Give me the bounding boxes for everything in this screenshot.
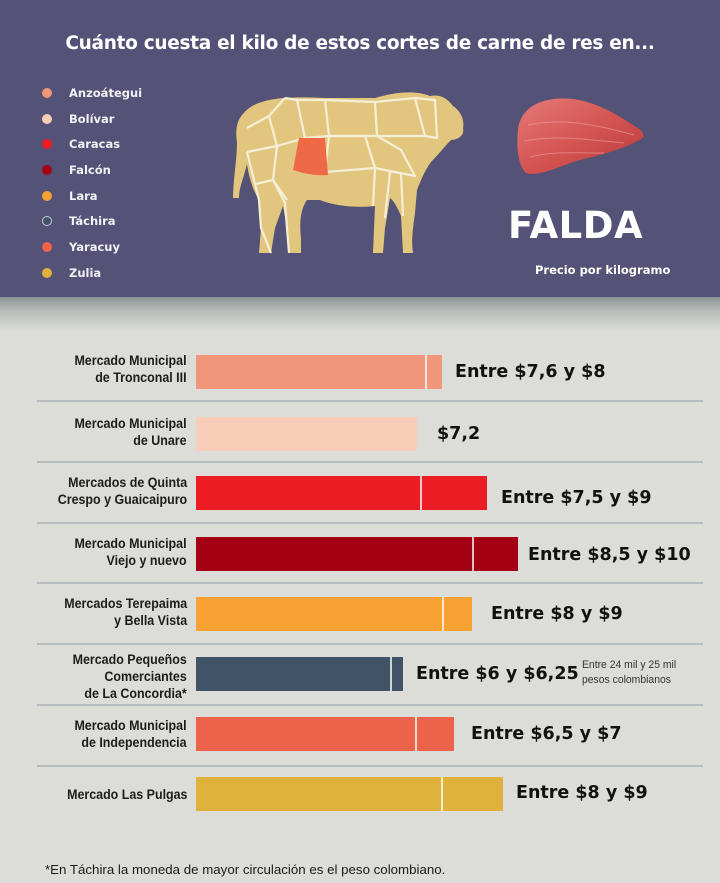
price-bar [196,657,403,691]
legend-item-zulia: Zulia [42,260,142,286]
legend-item-tachira: Táchira [42,208,142,234]
market-label: Mercado Municipal de Tronconal III [74,353,187,385]
row-divider [37,704,703,706]
legend-dot-icon [42,216,52,227]
price-value: Entre $6 y $6,25 [416,664,579,684]
meat-cut-image-icon [517,98,644,174]
legend-item-lara: Lara [42,183,142,209]
market-label: Mercado Las Pulgas [66,787,187,802]
bar-min-marker [390,657,392,691]
legend-dot-icon [42,190,52,201]
legend-label: Táchira [69,214,116,229]
market-label: Mercado Municipal de Independencia [74,718,187,750]
legend-item-bolivar: Bolívar [42,106,142,132]
price-value: Entre $7,6 y $8 [455,362,606,382]
bar-min-marker [425,355,427,389]
market-label: Mercado Municipal Viejo y nuevo [74,536,187,568]
legend-label: Caracas [69,137,121,152]
legend-dot-icon [42,139,52,150]
bar-min-marker [442,597,444,631]
header-fade [0,297,720,331]
legend-label: Lara [69,188,98,203]
price-bar [196,777,503,811]
legend-label: Anzoátegui [69,85,143,100]
legend-item-anzoategui: Anzoátegui [42,80,142,106]
legend-dot-icon [42,241,52,252]
row-divider [37,400,703,402]
price-bar [196,537,518,571]
legend-dot-icon [42,267,52,278]
cow-cuts-diagram-icon [233,92,464,254]
bar-min-marker [420,476,422,510]
price-value: Entre $8 y $9 [516,783,648,803]
legend-item-yaracuy: Yaracuy [42,234,142,260]
price-value: Entre $7,5 y $9 [501,488,652,508]
row-divider [37,461,703,463]
price-value: $7,2 [437,424,481,444]
price-unit-subtitle: Precio por kilogramo [535,263,671,277]
currency-note: Entre 24 mil y 25 mil pesos colombianos [582,659,677,686]
bar-min-marker [472,537,474,571]
legend-item-falcon: Falcón [42,157,142,183]
market-label: Mercados Terepaima y Bella Vista [64,596,187,628]
bar-min-marker [415,717,417,751]
legend-label: Zulia [69,265,102,280]
legend-label: Bolívar [69,111,115,126]
falda-cut-highlight [293,138,328,176]
legend-dot-icon [42,164,52,175]
bar-min-marker [441,777,443,811]
legend-item-caracas: Caracas [42,131,142,157]
price-bar [196,355,442,389]
footnote: *En Táchira la moneda de mayor circulaci… [45,862,446,877]
legend: Anzoátegui Bolívar Caracas Falcón Lara T… [42,80,142,286]
chart-title: Cuánto cuesta el kilo de estos cortes de… [65,33,655,54]
cut-name-heading: FALDA [508,204,644,247]
row-divider [37,643,703,645]
price-value: Entre $8 y $9 [491,604,623,624]
legend-label: Yaracuy [69,239,120,254]
row-divider [37,522,703,524]
price-value: Entre $8,5 y $10 [528,545,691,565]
price-bar [196,717,454,751]
row-divider [37,765,703,767]
price-bar [196,476,487,510]
legend-dot-icon [42,113,52,124]
market-label: Mercado Pequeños Comerciantes de La Concor… [72,652,187,701]
market-label: Mercados de Quinta Crespo y Guaicaipuro [57,475,187,507]
price-value: Entre $6,5 y $7 [471,724,622,744]
header-banner: Cuánto cuesta el kilo de estos cortes de… [0,0,720,297]
legend-dot-icon [42,87,52,98]
market-label: Mercado Municipal de Unare [74,416,187,448]
legend-label: Falcón [69,162,111,177]
row-divider [37,582,703,584]
price-bar [196,597,472,631]
price-bar [196,417,417,451]
